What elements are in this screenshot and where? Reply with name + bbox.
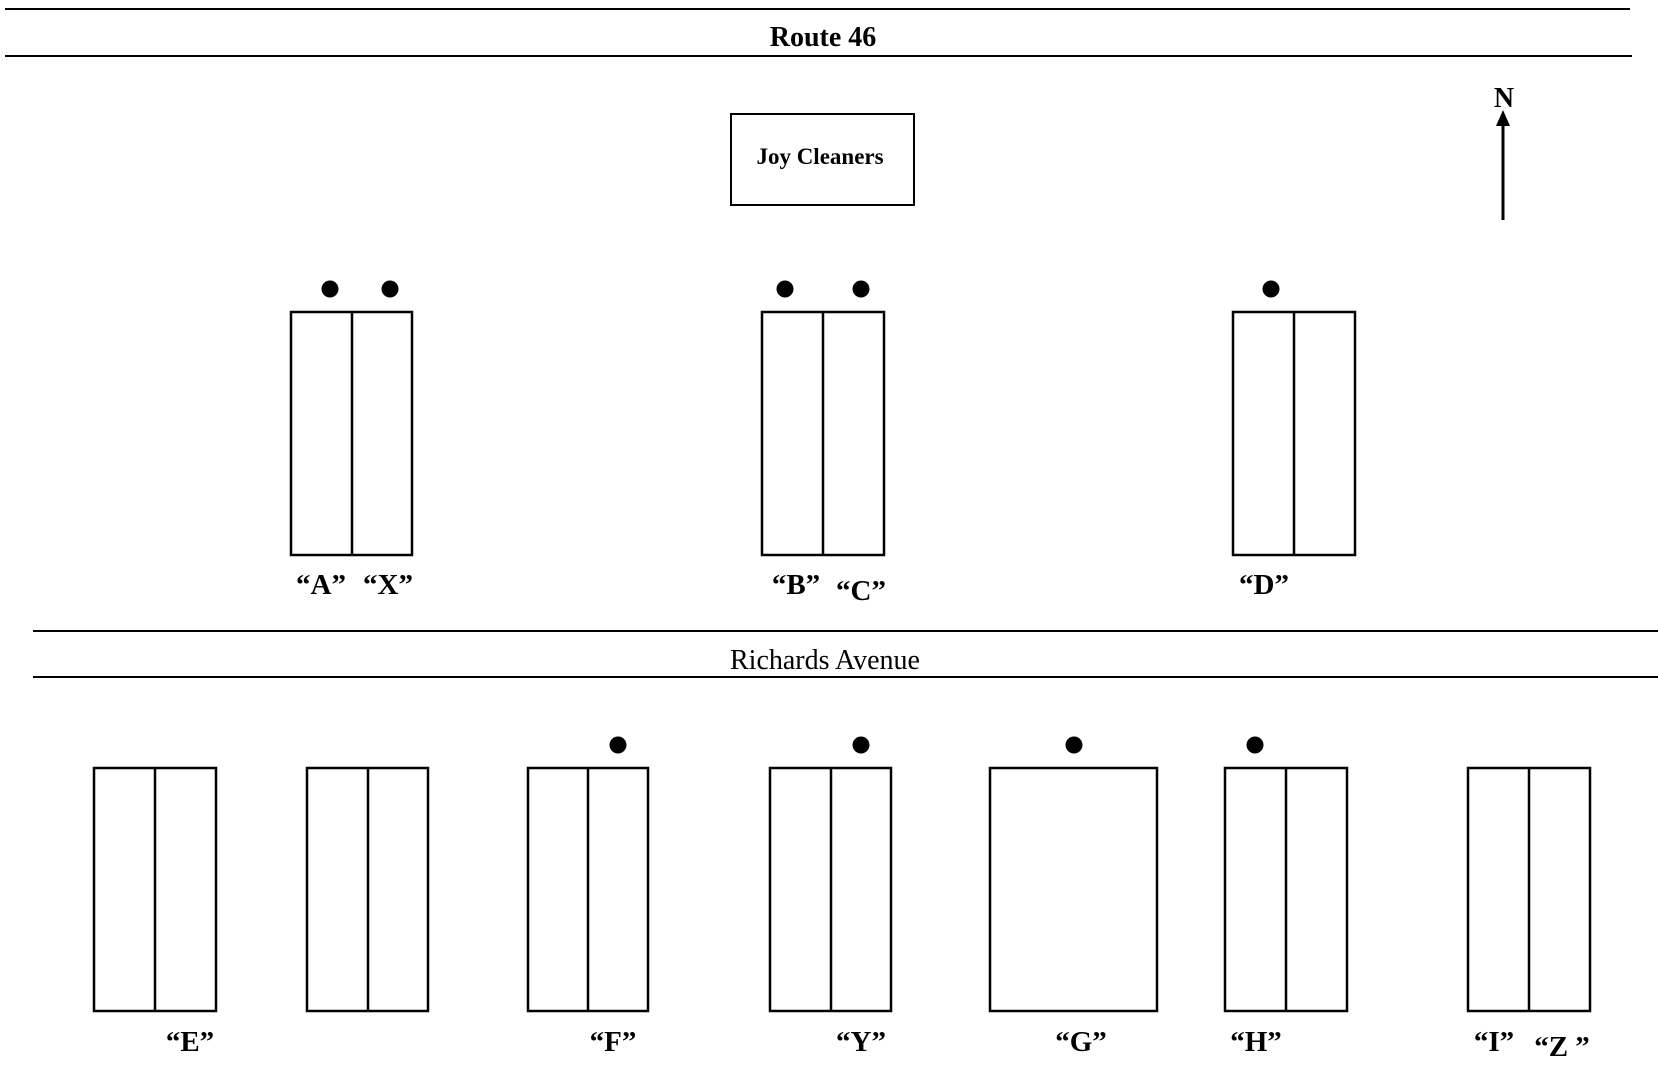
richards-avenue-road: Richards Avenue: [33, 630, 1658, 678]
unit-a-x: “A” “X”: [289, 280, 414, 601]
label-f: “F”: [590, 1026, 637, 1058]
label-a: “A”: [296, 569, 346, 601]
unit-i-z: “I” “Z ”: [1466, 766, 1592, 1063]
label-c: “C”: [836, 575, 886, 607]
label-i: “I”: [1474, 1026, 1514, 1058]
unit-y: “Y”: [768, 736, 893, 1058]
south-row: “E” “F” “Y” “G”: [92, 736, 1592, 1063]
marker-dot: [1065, 736, 1083, 754]
label-y: “Y”: [836, 1026, 886, 1058]
unit-e: “E”: [92, 766, 218, 1058]
route-46-label: Route 46: [770, 22, 877, 53]
label-d: “D”: [1239, 569, 1289, 601]
marker-dot: [1262, 280, 1280, 298]
unit-b-c: “B” “C”: [760, 280, 886, 607]
richards-avenue-label: Richards Avenue: [730, 645, 920, 676]
joy-cleaners-building: Joy Cleaners: [730, 113, 915, 206]
unit-d: “D”: [1231, 280, 1357, 601]
label-e: “E”: [166, 1026, 214, 1058]
marker-dot: [1246, 736, 1264, 754]
joy-cleaners-label: Joy Cleaners: [756, 144, 883, 169]
marker-dot: [321, 280, 339, 298]
unit-h: “H”: [1223, 736, 1349, 1058]
unit-f: “F”: [526, 736, 650, 1058]
unit-unlabeled: [305, 766, 430, 1013]
label-z: “Z ”: [1534, 1031, 1590, 1061]
marker-dot: [381, 280, 399, 298]
route-46-road: Route 46: [5, 8, 1632, 57]
label-x: “X”: [363, 569, 413, 601]
north-arrow-icon: N: [1494, 83, 1514, 220]
marker-dot: [609, 736, 627, 754]
label-g: “G”: [1055, 1026, 1107, 1058]
north-label: N: [1494, 83, 1514, 114]
label-b: “B”: [772, 569, 820, 601]
unit-g: “G”: [988, 736, 1159, 1058]
marker-dot: [776, 280, 794, 298]
north-row: “A” “X” “B” “C” “D”: [289, 280, 1357, 607]
marker-dot: [852, 736, 870, 754]
label-h: “H”: [1230, 1026, 1282, 1058]
marker-dot: [852, 280, 870, 298]
